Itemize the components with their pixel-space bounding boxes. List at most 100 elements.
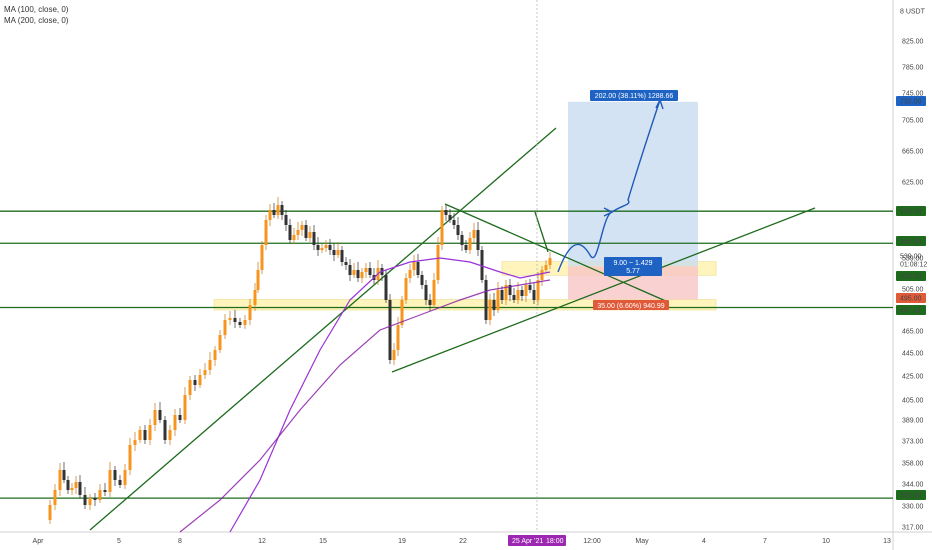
candle-body[interactable]: [524, 285, 528, 296]
candle-body[interactable]: [58, 470, 62, 490]
candle-body[interactable]: [284, 215, 288, 225]
candle-body[interactable]: [98, 490, 102, 500]
price-tag-3[interactable]: 555.00: [900, 239, 922, 246]
candle-body[interactable]: [304, 225, 308, 238]
candle-body[interactable]: [456, 225, 460, 235]
price-tag-6[interactable]: 530.00: [900, 274, 922, 281]
candle-body[interactable]: [416, 262, 420, 275]
candle-body[interactable]: [516, 290, 520, 300]
candle-body[interactable]: [292, 235, 296, 240]
candle-body[interactable]: [113, 470, 117, 480]
candle-body[interactable]: [540, 270, 544, 280]
candle-body[interactable]: [360, 272, 364, 278]
candle-body[interactable]: [133, 440, 137, 445]
ma100-line[interactable]: [229, 257, 551, 533]
price-tag-8[interactable]: 487.41: [900, 308, 922, 315]
candle-body[interactable]: [78, 482, 82, 495]
plot-area[interactable]: [0, 0, 893, 532]
candle-body[interactable]: [328, 245, 332, 250]
candle-body[interactable]: [496, 290, 500, 310]
trend-line-2[interactable]: [444, 203, 669, 303]
candle-body[interactable]: [444, 210, 448, 215]
candle-body[interactable]: [280, 205, 284, 215]
candle-body[interactable]: [83, 495, 87, 505]
candle-body[interactable]: [213, 350, 217, 360]
candle-body[interactable]: [532, 290, 536, 300]
candle-body[interactable]: [198, 375, 202, 385]
candle-body[interactable]: [223, 320, 227, 335]
candle-body[interactable]: [264, 220, 268, 245]
candle-body[interactable]: [344, 262, 348, 265]
ma200-legend[interactable]: MA (200, close, 0): [4, 16, 69, 25]
candle-body[interactable]: [512, 295, 516, 300]
candle-body[interactable]: [440, 210, 444, 245]
candle-body[interactable]: [548, 258, 552, 265]
candle-body[interactable]: [300, 225, 304, 230]
candle-body[interactable]: [332, 250, 336, 255]
candle-body[interactable]: [53, 490, 57, 505]
candle-body[interactable]: [484, 280, 488, 320]
candle-body[interactable]: [352, 270, 356, 275]
candle-body[interactable]: [288, 225, 292, 240]
candle-body[interactable]: [520, 290, 524, 296]
candle-body[interactable]: [256, 270, 260, 290]
candle-body[interactable]: [248, 305, 252, 320]
candle-body[interactable]: [480, 250, 484, 280]
candle-body[interactable]: [420, 275, 424, 285]
candle-body[interactable]: [48, 505, 52, 520]
candle-body[interactable]: [208, 360, 212, 370]
candle-body[interactable]: [108, 470, 112, 492]
candle-body[interactable]: [93, 498, 97, 500]
candle-body[interactable]: [340, 250, 344, 262]
candle-body[interactable]: [368, 268, 372, 275]
candle-body[interactable]: [233, 318, 237, 322]
candle-body[interactable]: [183, 395, 187, 420]
candle-body[interactable]: [253, 290, 257, 305]
price-tag-4[interactable]: 539.00: [900, 254, 922, 261]
candle-body[interactable]: [62, 470, 66, 480]
candle-body[interactable]: [128, 445, 132, 470]
price-tag-0[interactable]: 8 USDT: [900, 9, 926, 16]
candle-body[interactable]: [536, 280, 540, 300]
candle-body[interactable]: [173, 415, 177, 430]
candle-body[interactable]: [243, 320, 247, 325]
candle-body[interactable]: [158, 410, 162, 420]
candle-body[interactable]: [452, 220, 456, 225]
candle-body[interactable]: [70, 488, 74, 490]
candle-body[interactable]: [408, 270, 412, 278]
candle-body[interactable]: [356, 270, 360, 278]
candle-body[interactable]: [316, 245, 320, 250]
candle-body[interactable]: [428, 300, 432, 305]
candle-body[interactable]: [432, 280, 436, 305]
candle-body[interactable]: [312, 232, 316, 245]
candle-body[interactable]: [448, 215, 452, 220]
candle-body[interactable]: [260, 245, 264, 270]
candle-body[interactable]: [193, 380, 197, 385]
candle-body[interactable]: [272, 210, 276, 215]
candle-body[interactable]: [203, 370, 207, 375]
candle-body[interactable]: [404, 278, 408, 300]
candle-body[interactable]: [268, 210, 272, 220]
candle-body[interactable]: [508, 285, 512, 295]
ma100-legend[interactable]: MA (100, close, 0): [4, 5, 69, 14]
candle-body[interactable]: [504, 285, 508, 300]
candle-body[interactable]: [436, 245, 440, 280]
candle-body[interactable]: [320, 248, 324, 250]
candle-body[interactable]: [348, 265, 352, 275]
candle-body[interactable]: [123, 470, 127, 485]
candle-body[interactable]: [308, 232, 312, 238]
candle-body[interactable]: [296, 230, 300, 235]
candle-body[interactable]: [118, 480, 122, 485]
candle-body[interactable]: [468, 238, 472, 250]
candle-body[interactable]: [178, 415, 182, 420]
trend-line-1[interactable]: [391, 207, 816, 373]
candle-body[interactable]: [472, 230, 476, 238]
price-tag-9[interactable]: 335.00: [900, 493, 922, 500]
candle-body[interactable]: [492, 300, 496, 310]
candle-body[interactable]: [400, 300, 404, 325]
candle-body[interactable]: [528, 285, 532, 290]
candle-body[interactable]: [464, 245, 468, 250]
candle-body[interactable]: [500, 290, 504, 300]
candle-body[interactable]: [324, 245, 328, 248]
price-tag-2[interactable]: 590.00: [900, 209, 922, 216]
